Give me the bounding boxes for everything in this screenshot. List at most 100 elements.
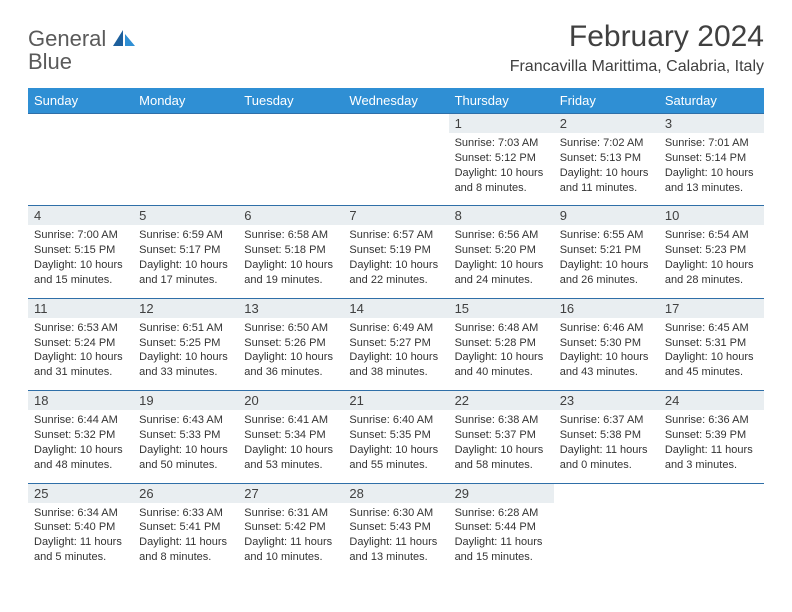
weekday-header: Monday xyxy=(133,88,238,114)
daylight-text: Daylight: 11 hours and 3 minutes. xyxy=(665,443,758,473)
day-number: 27 xyxy=(238,484,343,503)
day-details: Sunrise: 6:48 AMSunset: 5:28 PMDaylight:… xyxy=(455,321,548,380)
sunset-text: Sunset: 5:14 PM xyxy=(665,151,758,166)
calendar-cell: 10Sunrise: 6:54 AMSunset: 5:23 PMDayligh… xyxy=(659,206,764,298)
sunset-text: Sunset: 5:19 PM xyxy=(349,243,442,258)
day-number: 13 xyxy=(238,299,343,318)
sunrise-text: Sunrise: 6:28 AM xyxy=(455,506,548,521)
sunrise-text: Sunrise: 6:38 AM xyxy=(455,413,548,428)
day-details: Sunrise: 6:40 AMSunset: 5:35 PMDaylight:… xyxy=(349,413,442,472)
sunset-text: Sunset: 5:38 PM xyxy=(560,428,653,443)
sunrise-text: Sunrise: 6:58 AM xyxy=(244,228,337,243)
logo-sail-icon xyxy=(113,30,135,46)
calendar-cell: 4Sunrise: 7:00 AMSunset: 5:15 PMDaylight… xyxy=(28,206,133,298)
day-details: Sunrise: 6:33 AMSunset: 5:41 PMDaylight:… xyxy=(139,506,232,565)
sunrise-text: Sunrise: 6:37 AM xyxy=(560,413,653,428)
calendar-cell: 28Sunrise: 6:30 AMSunset: 5:43 PMDayligh… xyxy=(343,483,448,575)
day-number: 23 xyxy=(554,391,659,410)
calendar-cell: 6Sunrise: 6:58 AMSunset: 5:18 PMDaylight… xyxy=(238,206,343,298)
calendar-cell: 14 Sunrise: 6:49 AMSunset: 5:27 PMDayligh… xyxy=(343,298,448,390)
calendar-cell: 13Sunrise: 6:50 AMSunset: 5:26 PMDayligh… xyxy=(238,298,343,390)
sunrise-text: Sunrise: 6:34 AM xyxy=(34,506,127,521)
location: Francavilla Marittima, Calabria, Italy xyxy=(510,58,764,76)
calendar-cell: 9Sunrise: 6:55 AMSunset: 5:21 PMDaylight… xyxy=(554,206,659,298)
calendar-cell: 26 Sunrise: 6:33 AMSunset: 5:41 PMDayligh… xyxy=(133,483,238,575)
daylight-text: Daylight: 10 hours and 13 minutes. xyxy=(665,166,758,196)
sunset-text: Sunset: 5:20 PM xyxy=(455,243,548,258)
daylight-text: Daylight: 11 hours and 0 minutes. xyxy=(560,443,653,473)
sunset-text: Sunset: 5:33 PM xyxy=(139,428,232,443)
empty-day xyxy=(133,114,238,133)
day-details: Sunrise: 6:54 AMSunset: 5:23 PMDaylight:… xyxy=(665,228,758,287)
day-details: Sunrise: 6:44 AMSunset: 5:32 PMDaylight:… xyxy=(34,413,127,472)
empty-day xyxy=(343,114,448,133)
sunset-text: Sunset: 5:40 PM xyxy=(34,520,127,535)
day-number: 26 xyxy=(133,484,238,503)
sunset-text: Sunset: 5:18 PM xyxy=(244,243,337,258)
day-number: 7 xyxy=(343,206,448,225)
day-number: 19 xyxy=(133,391,238,410)
daylight-text: Daylight: 10 hours and 28 minutes. xyxy=(665,258,758,288)
day-details: Sunrise: 6:56 AMSunset: 5:20 PMDaylight:… xyxy=(455,228,548,287)
calendar-week-row: 1Sunrise: 7:03 AMSunset: 5:12 PMDaylight… xyxy=(28,114,764,206)
day-number: 8 xyxy=(449,206,554,225)
calendar-cell: 19 Sunrise: 6:43 AMSunset: 5:33 PMDayligh… xyxy=(133,391,238,483)
sunrise-text: Sunrise: 6:44 AM xyxy=(34,413,127,428)
daylight-text: Daylight: 10 hours and 31 minutes. xyxy=(34,350,127,380)
day-number: 14 xyxy=(343,299,448,318)
sunset-text: Sunset: 5:44 PM xyxy=(455,520,548,535)
logo-text-general: General xyxy=(28,26,106,51)
weekday-header: Thursday xyxy=(449,88,554,114)
sunrise-text: Sunrise: 6:46 AM xyxy=(560,321,653,336)
day-number: 3 xyxy=(659,114,764,133)
daylight-text: Daylight: 11 hours and 15 minutes. xyxy=(455,535,548,565)
day-number: 28 xyxy=(343,484,448,503)
day-details: Sunrise: 6:43 AMSunset: 5:33 PMDaylight:… xyxy=(139,413,232,472)
day-details: Sunrise: 7:02 AMSunset: 5:13 PMDaylight:… xyxy=(560,136,653,195)
page: General Blue February 2024 Francavilla M… xyxy=(0,0,792,595)
calendar-week-row: 11Sunrise: 6:53 AMSunset: 5:24 PMDayligh… xyxy=(28,298,764,390)
day-details: Sunrise: 6:57 AMSunset: 5:19 PMDaylight:… xyxy=(349,228,442,287)
day-number: 29 xyxy=(449,484,554,503)
empty-day xyxy=(659,484,764,503)
day-details: Sunrise: 6:37 AMSunset: 5:38 PMDaylight:… xyxy=(560,413,653,472)
sunset-text: Sunset: 5:37 PM xyxy=(455,428,548,443)
sunrise-text: Sunrise: 6:49 AM xyxy=(349,321,442,336)
day-details: Sunrise: 6:58 AMSunset: 5:18 PMDaylight:… xyxy=(244,228,337,287)
sunrise-text: Sunrise: 6:50 AM xyxy=(244,321,337,336)
day-details: Sunrise: 6:51 AMSunset: 5:25 PMDaylight:… xyxy=(139,321,232,380)
sunset-text: Sunset: 5:31 PM xyxy=(665,336,758,351)
logo-text-block: General Blue xyxy=(28,28,135,74)
sunset-text: Sunset: 5:21 PM xyxy=(560,243,653,258)
calendar-cell: 17 Sunrise: 6:45 AMSunset: 5:31 PMDayligh… xyxy=(659,298,764,390)
calendar-cell xyxy=(238,114,343,206)
daylight-text: Daylight: 10 hours and 33 minutes. xyxy=(139,350,232,380)
calendar-cell: 15Sunrise: 6:48 AMSunset: 5:28 PMDayligh… xyxy=(449,298,554,390)
daylight-text: Daylight: 11 hours and 13 minutes. xyxy=(349,535,442,565)
day-number: 17 xyxy=(659,299,764,318)
calendar-cell: 29 Sunrise: 6:28 AMSunset: 5:44 PMDayligh… xyxy=(449,483,554,575)
sunrise-text: Sunrise: 6:41 AM xyxy=(244,413,337,428)
empty-day xyxy=(238,114,343,133)
daylight-text: Daylight: 10 hours and 55 minutes. xyxy=(349,443,442,473)
daylight-text: Daylight: 10 hours and 26 minutes. xyxy=(560,258,653,288)
day-details: Sunrise: 6:45 AMSunset: 5:31 PMDaylight:… xyxy=(665,321,758,380)
day-number: 5 xyxy=(133,206,238,225)
sunset-text: Sunset: 5:12 PM xyxy=(455,151,548,166)
calendar-cell xyxy=(659,483,764,575)
sunrise-text: Sunrise: 6:45 AM xyxy=(665,321,758,336)
weekday-header-row: Sunday Monday Tuesday Wednesday Thursday… xyxy=(28,88,764,114)
day-number: 1 xyxy=(449,114,554,133)
weekday-header: Sunday xyxy=(28,88,133,114)
logo: General Blue xyxy=(28,20,135,74)
day-details: Sunrise: 6:36 AMSunset: 5:39 PMDaylight:… xyxy=(665,413,758,472)
calendar-cell xyxy=(28,114,133,206)
sunset-text: Sunset: 5:23 PM xyxy=(665,243,758,258)
calendar-cell: 23 Sunrise: 6:37 AMSunset: 5:38 PMDayligh… xyxy=(554,391,659,483)
calendar-cell: 1Sunrise: 7:03 AMSunset: 5:12 PMDaylight… xyxy=(449,114,554,206)
month-title: February 2024 xyxy=(510,20,764,54)
calendar-cell: 8 Sunrise: 6:56 AMSunset: 5:20 PMDaylight… xyxy=(449,206,554,298)
calendar-cell: 3Sunrise: 7:01 AMSunset: 5:14 PMDaylight… xyxy=(659,114,764,206)
day-details: Sunrise: 6:49 AMSunset: 5:27 PMDaylight:… xyxy=(349,321,442,380)
sunrise-text: Sunrise: 6:40 AM xyxy=(349,413,442,428)
